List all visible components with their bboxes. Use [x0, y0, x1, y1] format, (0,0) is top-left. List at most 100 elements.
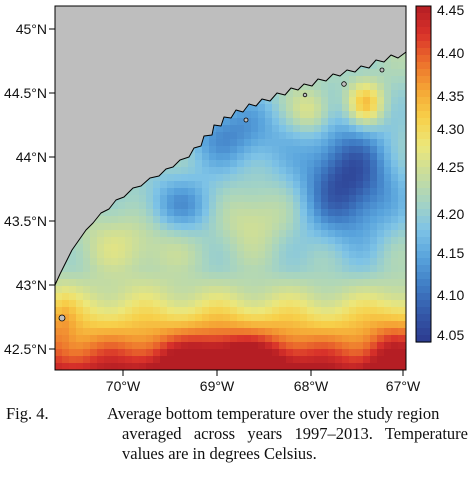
temperature-cell — [139, 195, 147, 203]
temperature-cell — [335, 90, 343, 98]
colorbar-cell — [416, 314, 431, 322]
temperature-cell — [363, 83, 371, 91]
temperature-cell — [167, 209, 175, 217]
temperature-cell — [209, 230, 217, 238]
temperature-cell — [174, 237, 182, 245]
temperature-cell — [209, 258, 217, 266]
temperature-cell — [370, 363, 378, 370]
temperature-cell — [104, 216, 112, 224]
temperature-cell — [132, 300, 140, 308]
temperature-cell — [356, 293, 364, 301]
temperature-cell — [237, 272, 245, 280]
temperature-cell — [363, 146, 371, 154]
temperature-cell — [258, 258, 266, 266]
temperature-cell — [55, 335, 63, 343]
temperature-cell — [146, 237, 154, 245]
temperature-cell — [391, 174, 399, 182]
temperature-cell — [230, 223, 238, 231]
temperature-cell — [104, 363, 112, 370]
temperature-cell — [237, 223, 245, 231]
temperature-cell — [356, 153, 364, 161]
temperature-cell — [356, 335, 364, 343]
temperature-cell — [328, 76, 336, 84]
temperature-cell — [230, 321, 238, 329]
temperature-cell — [90, 230, 98, 238]
temperature-cell — [188, 279, 196, 287]
temperature-cell — [55, 321, 63, 329]
temperature-cell — [160, 307, 168, 315]
temperature-cell — [62, 286, 70, 294]
temperature-cell — [118, 356, 126, 364]
temperature-cell — [223, 139, 231, 147]
temperature-cell — [76, 363, 84, 370]
temperature-cell — [265, 174, 273, 182]
temperature-cell — [167, 244, 175, 252]
temperature-cell — [279, 188, 287, 196]
temperature-cell — [307, 188, 315, 196]
colorbar-cell — [416, 209, 431, 217]
temperature-cell — [209, 167, 217, 175]
colorbar-label: 4.10 — [437, 287, 464, 303]
temperature-cell — [384, 90, 392, 98]
temperature-cell — [307, 132, 315, 140]
temperature-cell — [391, 293, 399, 301]
temperature-cell — [223, 300, 231, 308]
temperature-cell — [244, 356, 252, 364]
temperature-cell — [384, 314, 392, 322]
temperature-cell — [293, 209, 301, 217]
temperature-cell — [384, 139, 392, 147]
temperature-cell — [90, 300, 98, 308]
temperature-cell — [167, 216, 175, 224]
temperature-cell — [216, 174, 224, 182]
temperature-cell — [349, 90, 357, 98]
temperature-cell — [356, 237, 364, 245]
temperature-cell — [104, 230, 112, 238]
temperature-cell — [174, 216, 182, 224]
temperature-cell — [356, 146, 364, 154]
temperature-cell — [384, 181, 392, 189]
temperature-cell — [321, 342, 329, 350]
temperature-cell — [111, 251, 119, 259]
temperature-cell — [307, 258, 315, 266]
temperature-cell — [272, 314, 280, 322]
temperature-cell — [300, 174, 308, 182]
temperature-cell — [139, 244, 147, 252]
temperature-cell — [230, 244, 238, 252]
temperature-cell — [349, 293, 357, 301]
temperature-cell — [314, 258, 322, 266]
temperature-cell — [251, 174, 259, 182]
temperature-cell — [349, 69, 357, 77]
temperature-cell — [153, 251, 161, 259]
temperature-cell — [230, 300, 238, 308]
temperature-cell — [83, 335, 91, 343]
temperature-cell — [300, 293, 308, 301]
temperature-cell — [342, 237, 350, 245]
temperature-cell — [160, 174, 168, 182]
temperature-cell — [202, 188, 210, 196]
temperature-cell — [349, 97, 357, 105]
temperature-cell — [314, 160, 322, 168]
temperature-cell — [153, 188, 161, 196]
temperature-cell — [279, 160, 287, 168]
temperature-cell — [223, 216, 231, 224]
temperature-cell — [188, 307, 196, 315]
temperature-cell — [384, 125, 392, 133]
temperature-cell — [384, 202, 392, 210]
temperature-cell — [265, 321, 273, 329]
temperature-cell — [314, 251, 322, 259]
temperature-cell — [97, 265, 105, 273]
temperature-cell — [265, 300, 273, 308]
temperature-cell — [69, 363, 77, 370]
temperature-cell — [279, 286, 287, 294]
temperature-cell — [265, 209, 273, 217]
temperature-cell — [328, 83, 336, 91]
temperature-cell — [356, 258, 364, 266]
temperature-cell — [328, 125, 336, 133]
temperature-cell — [307, 97, 315, 105]
temperature-cell — [188, 188, 196, 196]
temperature-cell — [300, 244, 308, 252]
temperature-cell — [237, 160, 245, 168]
temperature-cell — [293, 356, 301, 364]
temperature-cell — [300, 307, 308, 315]
temperature-cell — [216, 314, 224, 322]
